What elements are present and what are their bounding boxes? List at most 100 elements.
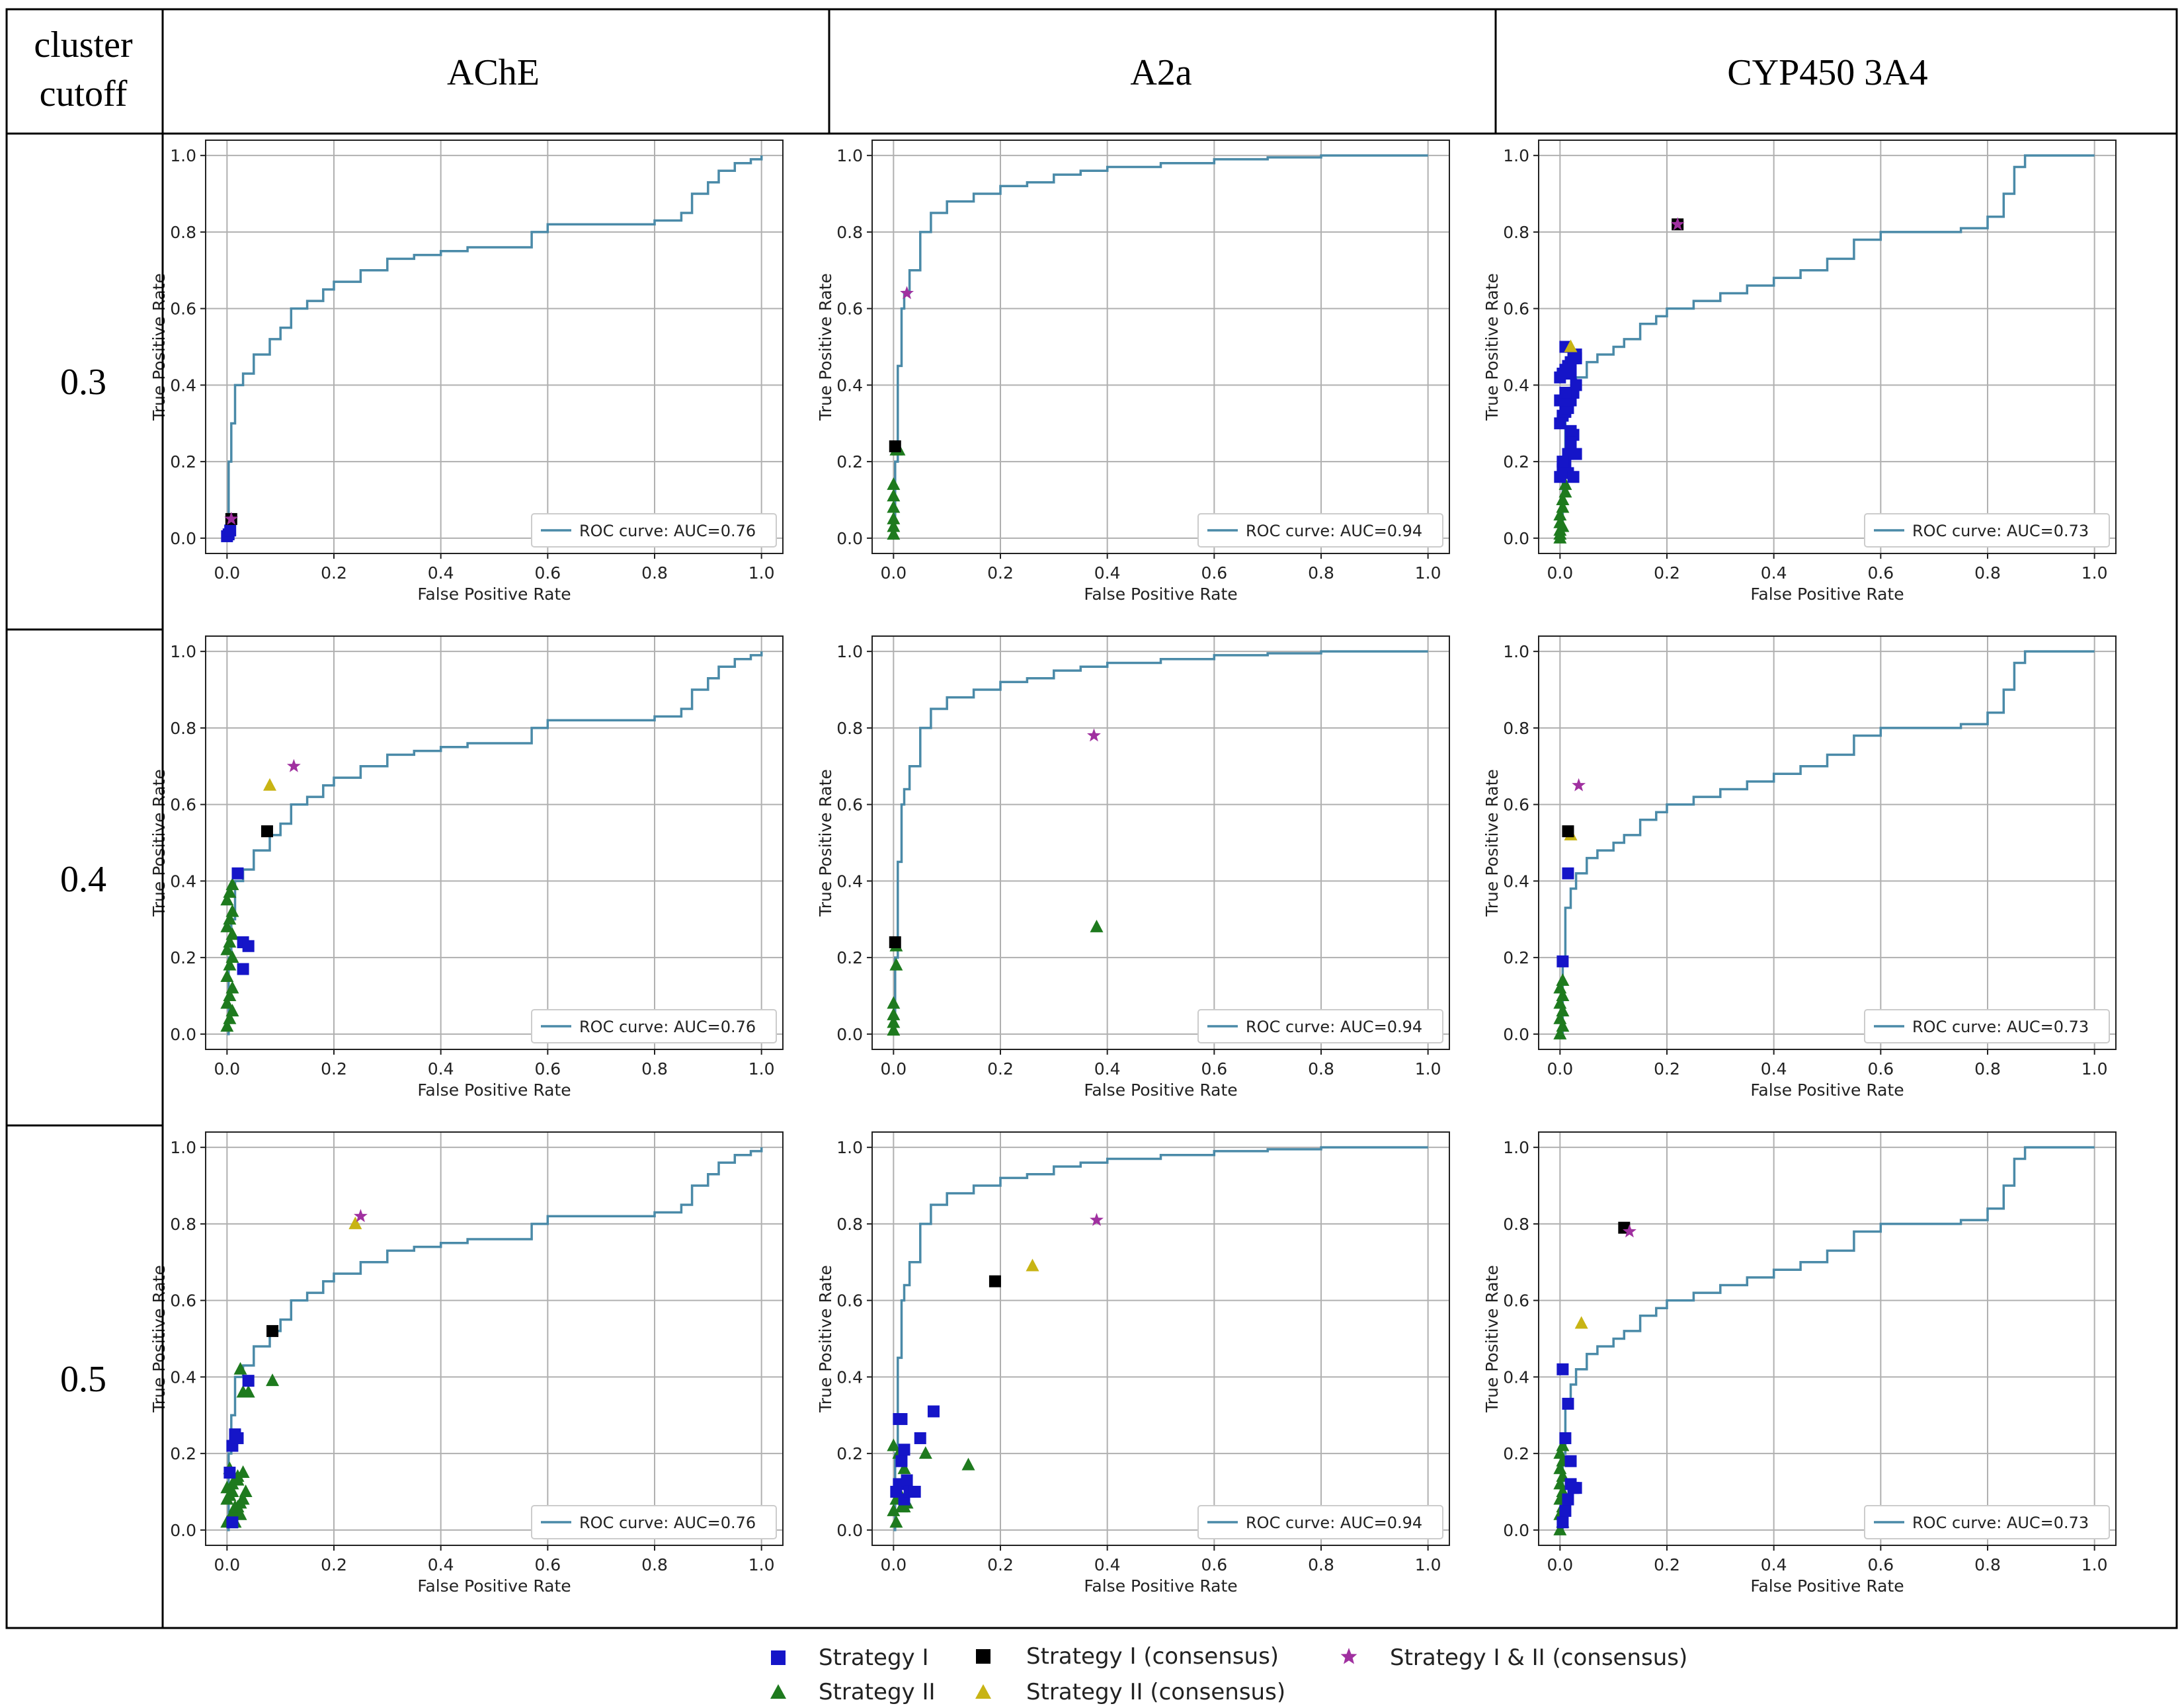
panel-cyp450-3a4-0-3-xtick-label-0-8: 0.8 <box>1974 563 2001 583</box>
panel-cyp450-3a4-0-5-ylabel: True Positive Rate <box>1482 1265 1502 1413</box>
panel-ache-0-5-ytick-label-0-2: 0.2 <box>170 1444 196 1463</box>
panel-cyp450-3a4-0-4-strategy-i-point-0 <box>1556 955 1569 967</box>
panel-a2a-0-5-ytick-label-1-0: 1.0 <box>836 1138 863 1157</box>
panel-cyp450-3a4-0-5-xtick-label-0-0: 0.0 <box>1547 1555 1573 1574</box>
panel-ache-0-4-strategy-ii-point-16 <box>223 885 237 898</box>
panel-a2a-0-5-ylabel: True Positive Rate <box>816 1265 835 1413</box>
panel-a2a-0-4-series-strategy-ii <box>887 919 1104 1036</box>
panel-ache-0-5-strategy-i-point-4 <box>242 1375 255 1387</box>
panel-a2a-0-5-xtick-label-0-8: 0.8 <box>1308 1555 1334 1574</box>
panel-ache-0-5-strategy-ii-point-21 <box>266 1373 280 1387</box>
panel-ache-0-5-axes-frame <box>205 1131 784 1546</box>
panel-cyp450-3a4-0-5-strategy-ii-point-11 <box>1556 1438 1570 1451</box>
panel-ache-0-5-strategy-i-point-3 <box>231 1432 244 1444</box>
panel-ache-0-5-xtick-label-1-0: 1.0 <box>748 1555 775 1574</box>
panel-ache-0-3-ytick-label-0-2: 0.2 <box>170 452 196 471</box>
panel-a2a-0-5-strategy-i-ii-consensus-point-0 <box>1090 1213 1104 1226</box>
panel-cyp450-3a4-0-5-xtick-label-0-4: 0.4 <box>1761 1555 1787 1574</box>
panel-a2a-0-4-strategy-i-ii-consensus-point-0 <box>1087 728 1101 742</box>
panel-ache-0-5-legend-label: ROC curve: AUC=0.76 <box>579 1514 756 1532</box>
panel-ache-0-3-roc-curve <box>227 155 763 540</box>
panel-cyp450-3a4-0-3-roc-curve <box>1560 154 2095 540</box>
panel-a2a-0-5-legend-label: ROC curve: AUC=0.94 <box>1246 1514 1422 1532</box>
panel-a2a-0-3-xtick-label-1-0: 1.0 <box>1415 563 1441 583</box>
column-header-a2a: A2a <box>1130 52 1192 93</box>
legend-label-strategy-ii-consensus: Strategy II (consensus) <box>1026 1679 1285 1705</box>
panel-ache-0-4-roc-curve <box>227 651 763 1036</box>
panel-cyp450-3a4-0-5-ytick-label-0-8: 0.8 <box>1503 1215 1529 1234</box>
panel-a2a-0-5-strategy-i-consensus-point-0 <box>989 1275 1001 1287</box>
row-header-0-5: 0.5 <box>60 1359 106 1400</box>
legend-label-strategy-ii: Strategy II <box>819 1679 936 1705</box>
panel-cyp450-3a4-0-3-strategy-ii-point-4 <box>1556 500 1570 513</box>
panel-ache-0-5-strategy-ii-point-19 <box>233 1362 247 1375</box>
panel-a2a-0-3-xtick-label-0-0: 0.0 <box>880 563 907 583</box>
panel-cyp450-3a4-0-3-strategy-i-point-22 <box>1564 368 1577 380</box>
panel-cyp450-3a4-0-5-ytick-label-1-0: 1.0 <box>1503 1138 1529 1157</box>
panel-a2a-0-3-xtick-label-0-2: 0.2 <box>987 563 1014 583</box>
panel-ache-0-4-strategy-ii-point-1 <box>223 1011 237 1024</box>
corner-label-line-2: cutoff <box>40 73 128 114</box>
panel-a2a-0-5-strategy-i-point-10 <box>895 1413 908 1426</box>
panel-a2a-0-5-xtick-label-1-0: 1.0 <box>1415 1555 1441 1574</box>
panel-cyp450-3a4-0-4-legend-box <box>1864 1009 2110 1043</box>
panel-cyp450-3a4-0-4-ylabel: True Positive Rate <box>1482 769 1502 917</box>
panel-cyp450-3a4-0-5-strategy-ii-point-10 <box>1553 1446 1567 1459</box>
panel-ache-0-5-strategy-i-ii-consensus-point-0 <box>354 1209 368 1223</box>
panel-a2a-0-5-strategy-ii-point-0 <box>887 1503 901 1516</box>
panel-a2a-0-5-strategy-ii-point-6 <box>887 1438 901 1451</box>
panel-a2a-0-4-strategy-ii-point-4 <box>889 957 903 971</box>
panel-a2a-0-4-xtick-label-1-0: 1.0 <box>1415 1059 1441 1078</box>
panel-a2a-0-5-strategy-ii-point-8 <box>897 1461 911 1475</box>
panel-a2a-0-3-xtick-label-0-6: 0.6 <box>1201 563 1227 583</box>
column-header-ache: AChE <box>447 52 540 93</box>
panel-a2a-0-3-strategy-ii-point-4 <box>887 489 901 502</box>
panel-ache-0-5-legend-box <box>531 1505 777 1539</box>
panel-a2a-0-5-series-strategy-i-ii-consensus <box>1090 1213 1104 1226</box>
legend-label-strategy-i-ii-consensus: Strategy I & II (consensus) <box>1390 1645 1687 1671</box>
panel-cyp450-3a4-0-5-strategy-i-point-1 <box>1559 1504 1572 1517</box>
panel-ache-0-3-xtick-label-0-0: 0.0 <box>214 563 240 583</box>
panel-ache-0-4-ytick-label-0-2: 0.2 <box>170 948 196 967</box>
panel-a2a-0-5-ytick-label-0-6: 0.6 <box>836 1291 863 1311</box>
panel-ache-0-3-xtick-label-1-0: 1.0 <box>748 563 775 583</box>
panel-ache-0-5-grid <box>206 1132 783 1545</box>
panel-a2a-0-4-strategy-ii-point-3 <box>887 996 901 1009</box>
panel-cyp450-3a4-0-3-series-strategy-i <box>1554 341 1582 483</box>
panel-ache-0-4-series-strategy-ii <box>220 877 239 1032</box>
panel-cyp450-3a4-0-3-xlabel: False Positive Rate <box>1750 585 1904 604</box>
panel-cyp450-3a4-0-5-ytick-label-0-2: 0.2 <box>1503 1444 1529 1463</box>
panel-a2a-0-3-strategy-ii-point-0 <box>887 527 901 540</box>
panel-ache-0-4-ytick-label-0-8: 0.8 <box>170 719 196 738</box>
panel-ache-0-4-strategy-ii-point-10 <box>223 934 237 948</box>
panel-cyp450-3a4-0-4-strategy-ii-point-4 <box>1553 996 1567 1009</box>
panel-ache-0-5-xtick-label-0-4: 0.4 <box>428 1555 454 1574</box>
panel-ache-0-5-ytick-label-1-0: 1.0 <box>170 1138 196 1157</box>
panel-ache-0-5-strategy-ii-point-7 <box>239 1484 253 1497</box>
panel-cyp450-3a4-0-4-series-strategy-ii <box>1553 973 1570 1039</box>
panel-cyp450-3a4-0-4-roc-curve <box>1560 650 2095 1036</box>
panel-a2a-0-5-strategy-ii-consensus-point-0 <box>1026 1258 1039 1272</box>
panel-a2a-0-3-strategy-ii-point-5 <box>887 477 901 490</box>
panel-ache-0-5-roc-curve <box>227 1147 763 1531</box>
panel-a2a-0-3-series-strategy-i-ii-consensus <box>900 286 914 300</box>
panel-cyp450-3a4-0-3-legend-box <box>1864 513 2110 548</box>
panel-ache-0-5-ytick-label-0-6: 0.6 <box>170 1291 196 1311</box>
panel-ache-0-5-xtick-label-0-8: 0.8 <box>641 1555 668 1574</box>
panel-cyp450-3a4-0-4-strategy-ii-point-5 <box>1556 988 1570 1001</box>
panel-ache-0-4-strategy-ii-point-14 <box>225 904 239 917</box>
panel-cyp450-3a4-0-3-strategy-ii-point-5 <box>1556 492 1570 505</box>
panel-a2a-0-5: 0.0 0.2 0.4 0.6 0.8 1.0 0.0 0.2 0.4 0.6 0.8 1.0 Fals… <box>816 1131 1450 1596</box>
panel-a2a-0-4-ytick-label-0-6: 0.6 <box>836 795 863 815</box>
panel-cyp450-3a4-0-5-series-strategy-i <box>1556 1363 1582 1529</box>
panel-a2a-0-3-ytick-label-0-0: 0.0 <box>836 529 863 548</box>
panel-ache-0-3-xlabel: False Positive Rate <box>417 585 571 604</box>
panel-cyp450-3a4-0-5-legend-label: ROC curve: AUC=0.73 <box>1912 1514 2089 1532</box>
panel-cyp450-3a4-0-4-grid <box>1539 636 2116 1049</box>
panel-ache-0-4-series-strategy-i-ii-consensus <box>286 758 301 772</box>
panel-a2a-0-4-xtick-label-0-4: 0.4 <box>1094 1059 1121 1078</box>
panel-a2a-0-5-grid <box>872 1132 1449 1545</box>
panel-ache-0-4-series-strategy-ii-consensus <box>263 778 276 791</box>
panel-a2a-0-4-grid <box>872 636 1449 1049</box>
panel-cyp450-3a4-0-4-strategy-ii-point-1 <box>1556 1019 1570 1032</box>
